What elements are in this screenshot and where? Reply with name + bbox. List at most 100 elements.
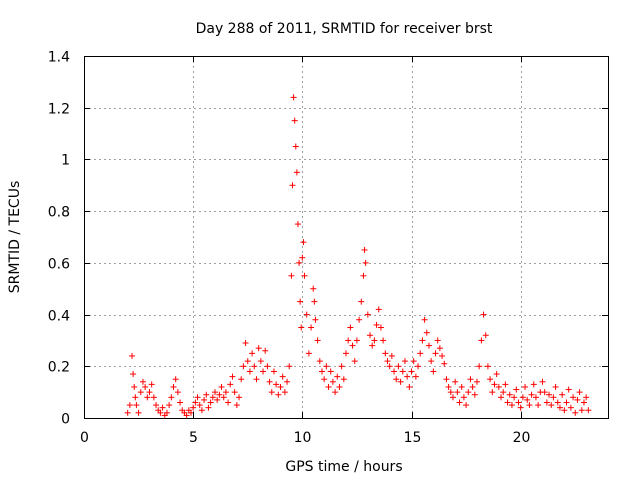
data-point <box>393 376 400 383</box>
data-point <box>447 389 454 396</box>
data-point <box>397 378 404 385</box>
data-point <box>526 402 533 409</box>
data-point <box>508 402 515 409</box>
y-tick-label: 0.4 <box>48 309 70 325</box>
y-tick-label: 0.8 <box>48 205 70 221</box>
data-point <box>421 316 428 323</box>
data-point <box>297 298 304 305</box>
data-point <box>214 396 221 403</box>
data-point <box>541 389 548 396</box>
data-point <box>482 332 489 339</box>
data-point <box>163 409 170 416</box>
data-point <box>443 376 450 383</box>
data-point <box>291 117 298 124</box>
data-point <box>325 383 332 390</box>
data-point <box>209 394 216 401</box>
data-point <box>412 373 419 380</box>
data-point <box>305 350 312 357</box>
data-point <box>190 404 197 411</box>
data-point <box>386 363 393 370</box>
data-point <box>391 368 398 375</box>
data-point <box>489 389 496 396</box>
chart-title: Day 288 of 2011, SRMTID for receiver brs… <box>196 21 493 37</box>
data-point <box>257 358 264 365</box>
data-point <box>401 358 408 365</box>
data-point <box>192 399 199 406</box>
data-point <box>493 371 500 378</box>
data-point <box>491 381 498 388</box>
data-point <box>452 378 459 385</box>
x-axis-label: GPS time / hours <box>285 459 402 475</box>
data-point <box>301 272 308 279</box>
data-point <box>144 394 151 401</box>
data-point <box>131 383 138 390</box>
data-point <box>203 391 210 398</box>
data-point <box>298 324 305 331</box>
grid-lines <box>84 56 608 418</box>
data-point <box>572 409 579 416</box>
data-point <box>583 394 590 401</box>
data-point <box>399 368 406 375</box>
data-point <box>463 402 470 409</box>
data-point <box>576 389 583 396</box>
y-tick-label: 1.4 <box>48 50 70 66</box>
data-point <box>469 383 476 390</box>
data-point <box>425 342 432 349</box>
data-point <box>351 358 358 365</box>
data-point <box>454 389 461 396</box>
data-point <box>428 358 435 365</box>
data-point <box>157 409 164 416</box>
data-point <box>150 394 157 401</box>
data-point <box>465 389 472 396</box>
data-point <box>153 402 160 409</box>
y-axis-label: SRMTID / TECUs <box>7 181 23 294</box>
data-point <box>495 383 502 390</box>
data-point <box>552 383 559 390</box>
data-point <box>183 412 190 419</box>
data-point <box>270 368 277 375</box>
data-point <box>445 383 452 390</box>
data-point <box>432 350 439 357</box>
data-point <box>430 368 437 375</box>
data-point <box>484 363 491 370</box>
data-point <box>249 350 256 357</box>
plot-frame <box>84 56 609 419</box>
data-point <box>349 342 356 349</box>
data-point <box>314 337 321 344</box>
data-point <box>329 378 336 385</box>
data-point <box>132 394 139 401</box>
x-tick-label: 0 <box>80 430 89 446</box>
data-point <box>345 337 352 344</box>
data-point <box>225 399 232 406</box>
data-point <box>264 363 271 370</box>
data-point <box>356 316 363 323</box>
data-point <box>423 329 430 336</box>
data-point <box>548 402 555 409</box>
data-point <box>522 383 529 390</box>
data-point <box>142 383 149 390</box>
data-point <box>449 394 456 401</box>
data-point <box>517 404 524 411</box>
data-point <box>218 383 225 390</box>
data-point <box>336 383 343 390</box>
data-point <box>415 363 422 370</box>
data-point <box>289 182 296 189</box>
data-point <box>340 376 347 383</box>
data-point <box>532 394 539 401</box>
data-point <box>417 350 424 357</box>
data-point <box>467 376 474 383</box>
data-point <box>554 399 561 406</box>
data-point <box>260 368 267 375</box>
data-point <box>146 389 153 396</box>
data-point <box>528 391 535 398</box>
data-point <box>395 363 402 370</box>
data-point <box>506 391 513 398</box>
data-point <box>168 394 175 401</box>
data-point <box>130 371 137 378</box>
data-point <box>148 381 155 388</box>
data-point <box>367 332 374 339</box>
data-point <box>126 402 133 409</box>
data-point <box>580 399 587 406</box>
data-point <box>251 363 258 370</box>
data-point <box>358 298 365 305</box>
